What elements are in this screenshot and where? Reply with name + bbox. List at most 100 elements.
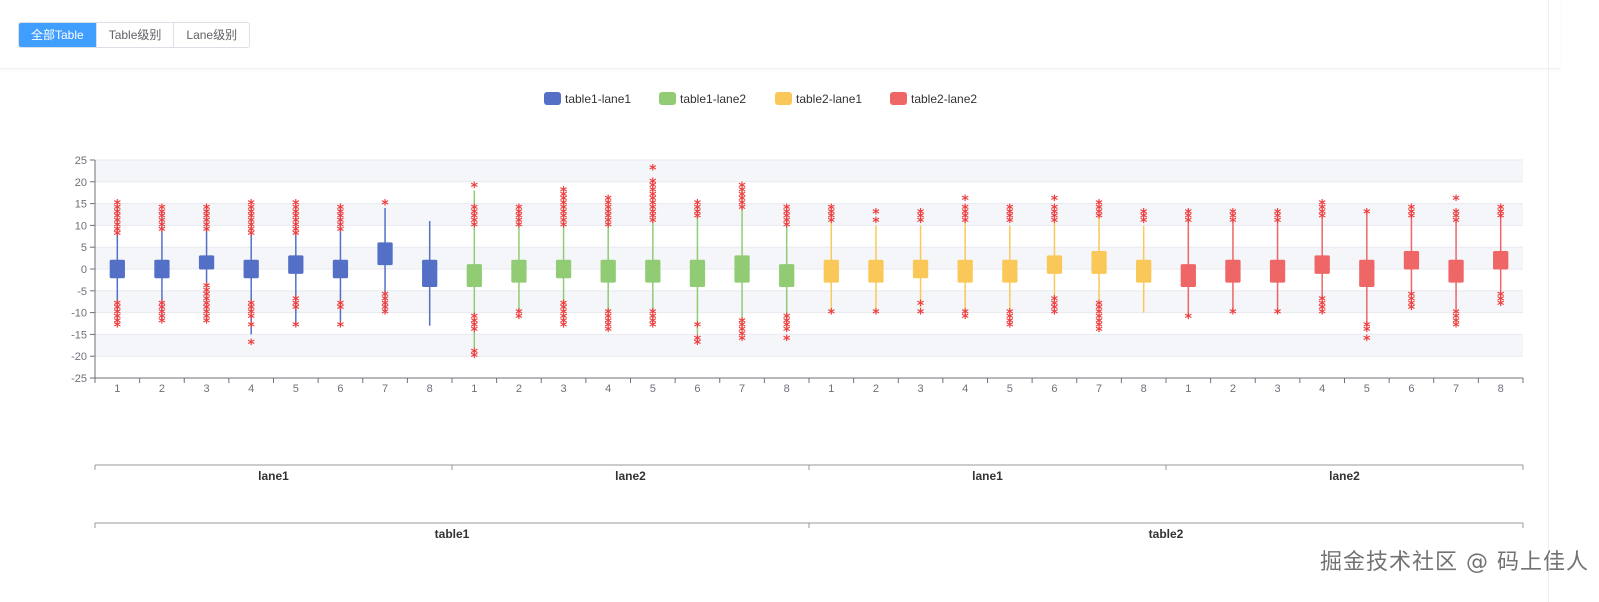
outlier-point: * (828, 211, 836, 227)
outlier-point: * (605, 219, 613, 235)
outlier-point: * (114, 320, 122, 336)
outlier-point: * (649, 311, 657, 327)
grid-bands (95, 160, 1523, 357)
outlier-point: * (114, 307, 122, 323)
outlier-point: * (872, 206, 880, 222)
outlier-point: * (114, 206, 122, 222)
outlier-point: * (872, 307, 880, 323)
y-tick-label: -15 (71, 329, 87, 341)
legend-label: table1-lane2 (680, 92, 746, 106)
outlier-point: * (1051, 302, 1059, 318)
outlier-point: * (292, 219, 300, 235)
box (957, 259, 973, 283)
outlier-point: * (917, 206, 925, 222)
table-level-button[interactable]: Table级别 (95, 23, 174, 47)
outlier-point: * (158, 206, 166, 222)
outlier-point: * (1452, 311, 1460, 327)
y-tick-label: 25 (75, 155, 87, 167)
outlier-point: * (783, 311, 791, 327)
outlier-point: * (114, 198, 122, 214)
outlier-point: * (738, 185, 746, 201)
outlier-point: * (471, 350, 479, 366)
legend-swatch (890, 92, 907, 105)
outlier-point: * (1051, 307, 1059, 323)
lane-level-button[interactable]: Lane级别 (173, 23, 250, 47)
outlier-point: * (1095, 315, 1103, 331)
outlier-point: * (962, 193, 970, 209)
outlier-point: * (292, 320, 300, 336)
lane-label: lane2 (615, 469, 646, 483)
outlier-point: * (203, 219, 211, 235)
legend-item[interactable]: table2-lane2 (890, 92, 977, 106)
outlier-point: * (560, 198, 568, 214)
x-tick-label: 4 (962, 383, 968, 395)
outlier-point: * (605, 211, 613, 227)
grid-band (95, 160, 1523, 182)
x-tick-label: 2 (1230, 383, 1236, 395)
outlier-point: * (962, 206, 970, 222)
outlier-point: * (738, 324, 746, 340)
outlier-point: * (783, 324, 791, 340)
outlier-point: * (605, 324, 613, 340)
outlier-point: * (694, 337, 702, 353)
outlier-point: * (1140, 206, 1148, 222)
all-table-button[interactable]: 全部Table (19, 23, 96, 47)
outlier-point: * (292, 302, 300, 318)
outlier-point: * (738, 333, 746, 349)
outlier-point: * (337, 224, 345, 240)
outlier-point: * (381, 307, 389, 323)
outlier-point: * (1006, 215, 1014, 231)
outlier-point: * (381, 298, 389, 314)
box (198, 255, 215, 270)
outlier-point: * (114, 211, 122, 227)
x-tick-label: 5 (293, 383, 299, 395)
outlier-point: * (917, 298, 925, 314)
outlier-point: * (605, 198, 613, 214)
outlier-point: * (828, 215, 836, 231)
outlier-point: * (203, 302, 211, 318)
outlier-point: * (1497, 211, 1505, 227)
outlier-point: * (515, 202, 523, 218)
outlier-point: * (114, 311, 122, 327)
outlier-point: * (1319, 307, 1327, 323)
outlier-point: * (962, 211, 970, 227)
outlier-point: * (649, 163, 657, 179)
outlier-point: * (1408, 289, 1416, 305)
legend-swatch (775, 92, 792, 105)
outlier-point: * (248, 206, 256, 222)
outlier-point: * (649, 189, 657, 205)
outlier-point: * (1095, 206, 1103, 222)
x-tick-label: 5 (1364, 383, 1370, 395)
outlier-point: * (783, 333, 791, 349)
box (1002, 259, 1018, 283)
outlier-point: * (1497, 206, 1505, 222)
legend-item[interactable]: table1-lane2 (659, 92, 746, 106)
outlier-point: * (471, 315, 479, 331)
outlier-point: * (1095, 211, 1103, 227)
outlier-point: * (1497, 289, 1505, 305)
outlier-point: * (1006, 307, 1014, 323)
legend-item[interactable]: table1-lane1 (544, 92, 631, 106)
outlier-point: * (828, 206, 836, 222)
outlier-point: * (1229, 307, 1237, 323)
legend-item[interactable]: table2-lane1 (775, 92, 862, 106)
outlier-point: * (1363, 320, 1371, 336)
outlier-point: * (337, 211, 345, 227)
outlier-point: * (1452, 193, 1460, 209)
outlier-point: * (649, 206, 657, 222)
outlier-point: * (381, 302, 389, 318)
outlier-point: * (292, 228, 300, 244)
box (779, 264, 795, 287)
outlier-point: * (203, 289, 211, 305)
outlier-point: * (248, 298, 256, 314)
outlier-point: * (1051, 211, 1059, 227)
outlier-point: * (694, 333, 702, 349)
outlier-point: * (605, 315, 613, 331)
outlier-point: * (962, 307, 970, 323)
outlier-point: * (605, 307, 613, 323)
outlier-point: * (962, 202, 970, 218)
outlier-point: * (1006, 315, 1014, 331)
x-tick-label: 3 (1275, 383, 1281, 395)
outlier-point: * (114, 315, 122, 331)
outlier-point: * (1319, 294, 1327, 310)
